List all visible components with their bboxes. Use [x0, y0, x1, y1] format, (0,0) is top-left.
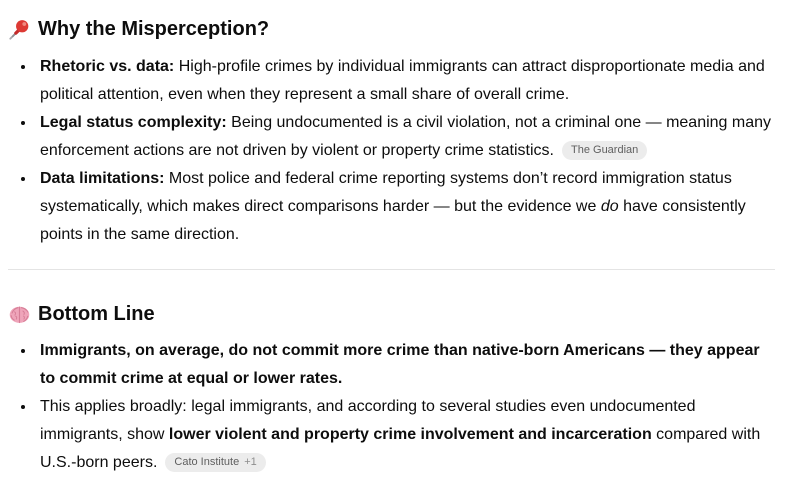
bullet-text: Most police and federal crime reporting … [40, 170, 732, 215]
brain-icon [8, 303, 31, 326]
citation-badge-guardian[interactable]: The Guardian [562, 141, 648, 160]
citation-badge-cato[interactable]: Cato Institute +1 [165, 453, 266, 472]
bullet-text: Being undocumented is a civil violation,… [40, 114, 772, 159]
bullet-text-italic: do [600, 198, 619, 215]
bullet-text: have consistently points in the same dir… [40, 198, 746, 243]
bullet-lead: Legal status complexity: [40, 114, 227, 131]
pushpin-icon [8, 18, 31, 41]
bullet-text: This applies broadly: legal immigrants, … [40, 398, 696, 443]
citation-count: +1 [244, 456, 257, 468]
list-item: Immigrants, on average, do not commit mo… [8, 337, 775, 393]
list-item: Rhetoric vs. data: High-profile crimes b… [8, 53, 775, 109]
chat-response-body: Why the Misperception? Rhetoric vs. data… [8, 16, 775, 477]
misperception-list: Rhetoric vs. data: High-profile crimes b… [8, 53, 775, 249]
list-item: This applies broadly: legal immigrants, … [8, 393, 775, 477]
bullet-text-bold: lower violent and property crime involve… [168, 426, 652, 443]
bullet-lead: Data limitations: [40, 170, 165, 187]
section-heading-misperception: Why the Misperception? [8, 16, 775, 42]
list-item: Legal status complexity: Being undocumen… [8, 109, 775, 165]
citation-source: The Guardian [571, 144, 639, 156]
section-title: Bottom Line [38, 303, 155, 325]
citation-source: Cato Institute [174, 456, 240, 468]
bullet-text-bold: Immigrants, on average, do not commit mo… [40, 342, 760, 387]
list-item: Data limitations: Most police and federa… [8, 165, 775, 249]
section-divider [8, 269, 775, 270]
bottom-line-list: Immigrants, on average, do not commit mo… [8, 337, 775, 477]
bullet-text: High-profile crimes by individual immigr… [40, 58, 765, 103]
section-heading-bottom-line: Bottom Line [8, 301, 775, 327]
section-title: Why the Misperception? [38, 18, 270, 40]
bullet-lead: Rhetoric vs. data: [40, 58, 175, 75]
bullet-text: compared with U.S.-born peers. [40, 426, 761, 471]
